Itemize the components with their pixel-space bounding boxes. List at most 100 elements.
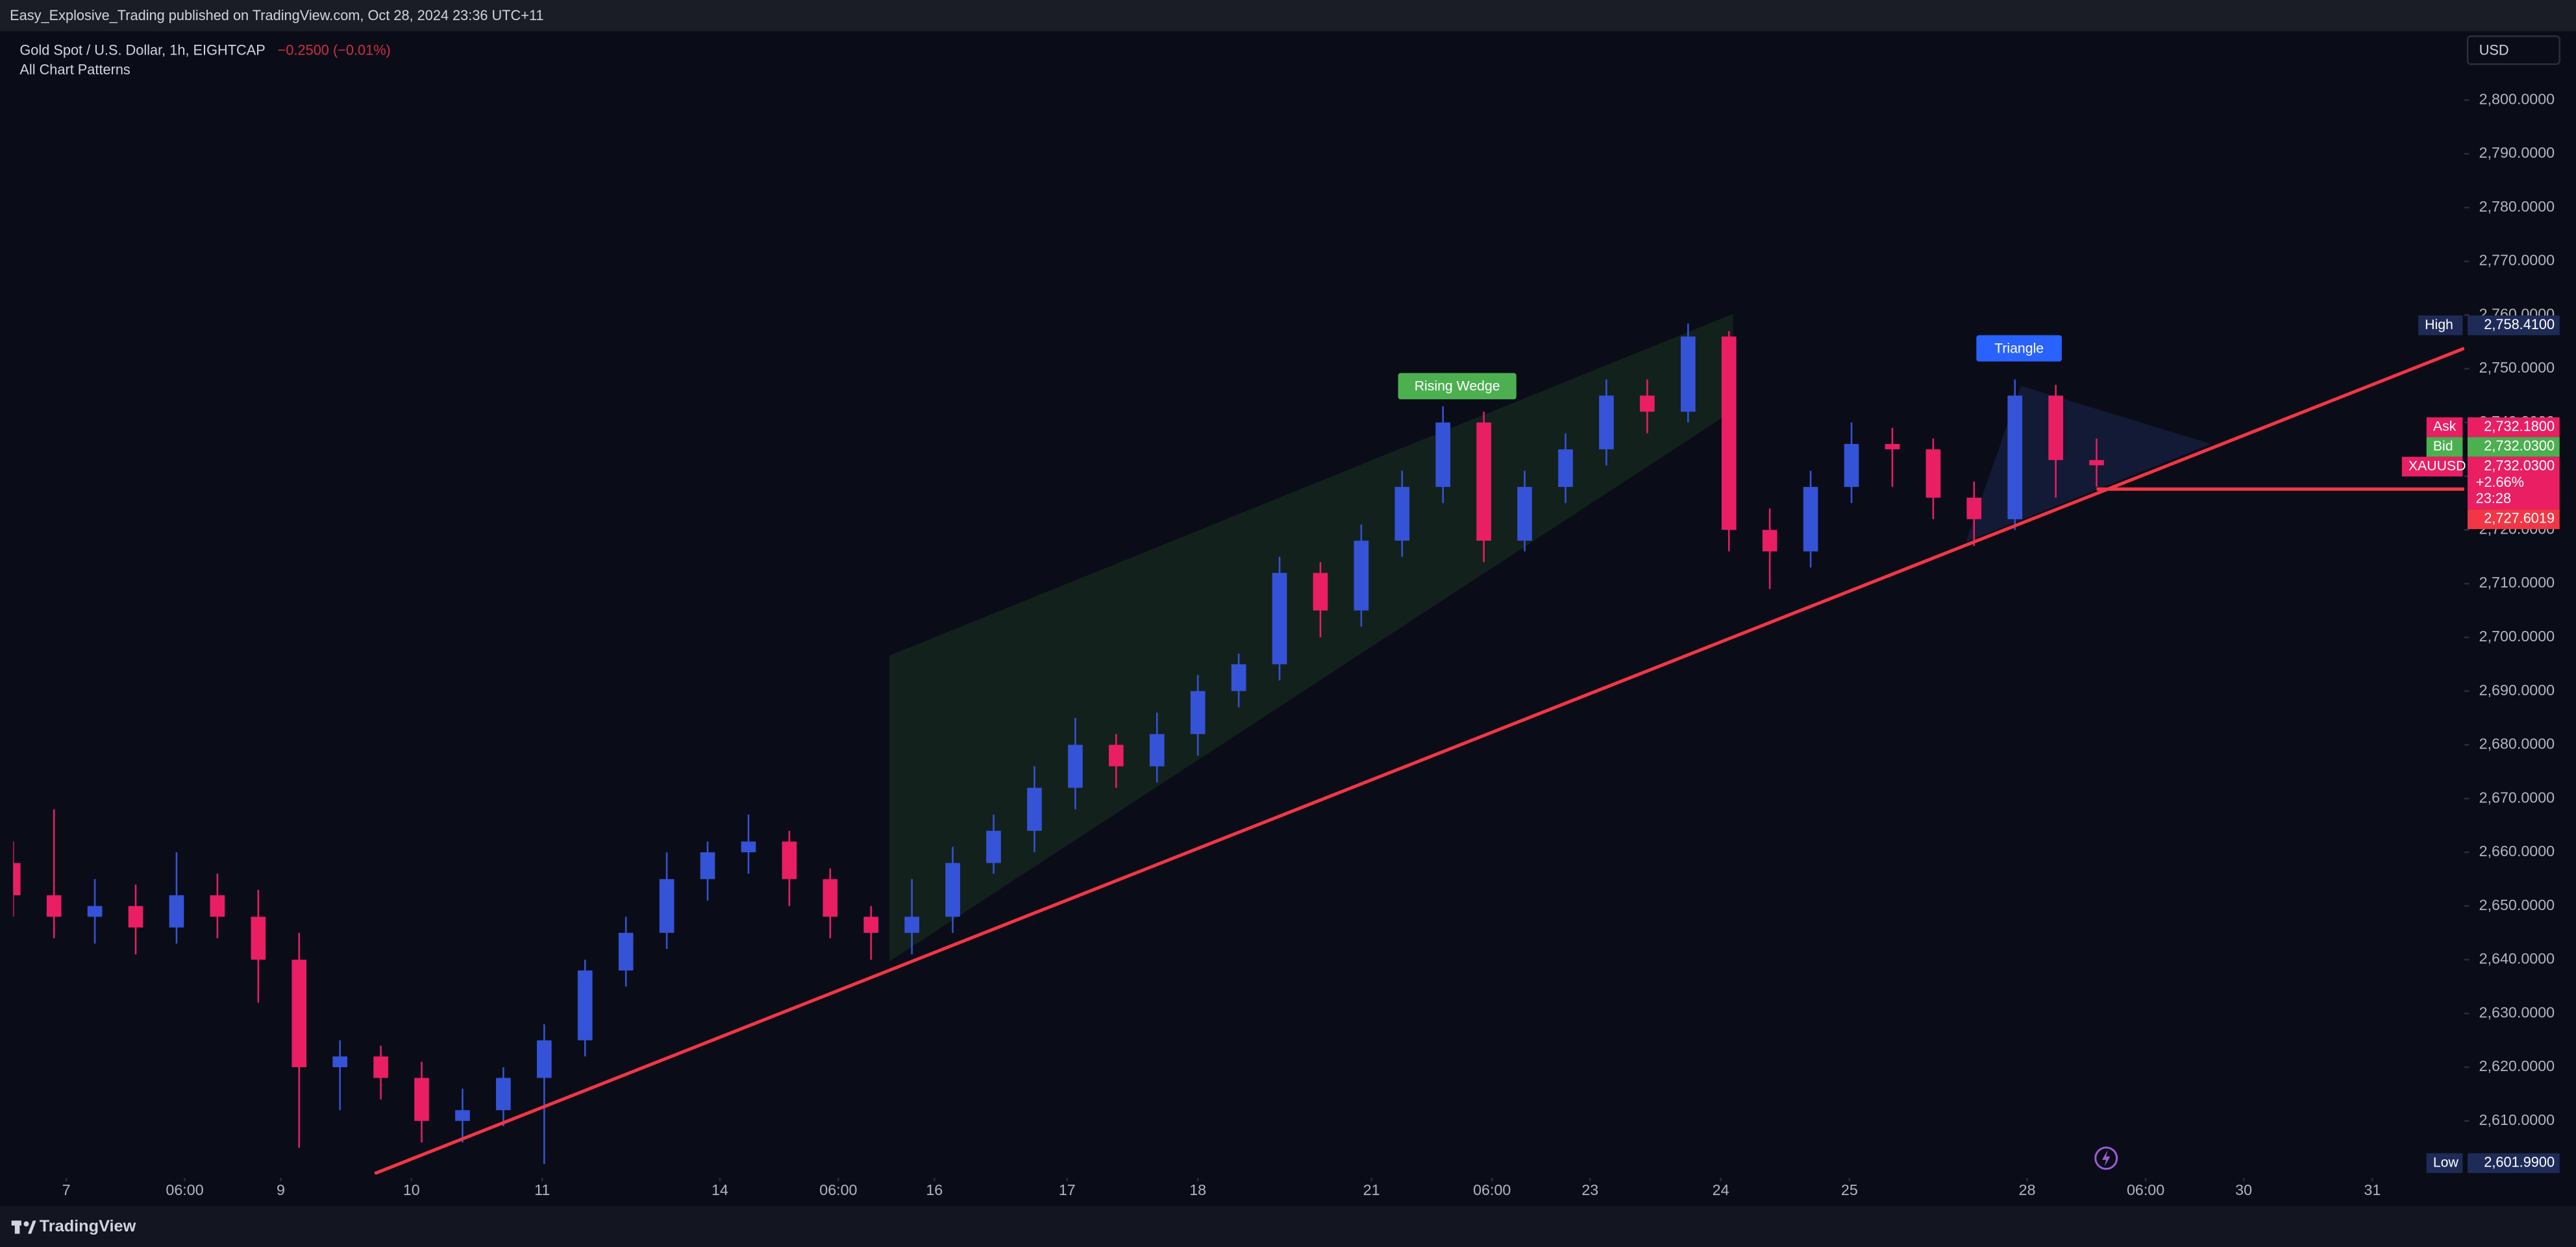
indicator: All Chart Patterns xyxy=(19,62,130,78)
candle xyxy=(2048,384,2063,498)
candle-body xyxy=(1885,443,1900,450)
y-tick-label: 2,800.0000 xyxy=(2479,90,2555,107)
y-tick-label: 2,680.0000 xyxy=(2479,735,2555,752)
y-tick-label: 2,640.0000 xyxy=(2479,950,2555,967)
alert-icon[interactable] xyxy=(2094,1146,2118,1170)
price-label-line: 23:28 xyxy=(2476,490,2511,506)
candle xyxy=(986,814,1001,874)
price-label: 2,727.6019 xyxy=(2484,510,2555,526)
candle-body xyxy=(741,841,756,852)
x-tick-label: 06:00 xyxy=(2127,1181,2164,1198)
candle-body xyxy=(1640,395,1655,412)
candle-body xyxy=(1803,487,1818,552)
candle-body xyxy=(659,879,675,933)
change: −0.2500 (−0.01%) xyxy=(278,42,391,58)
candle xyxy=(251,889,266,1003)
candle-body xyxy=(1680,336,1696,412)
candle xyxy=(823,868,838,939)
candle-body xyxy=(1394,487,1410,541)
x-tick-label: 14 xyxy=(712,1181,728,1198)
y-tick-label: 2,790.0000 xyxy=(2479,144,2555,161)
candle-body xyxy=(128,906,143,928)
symbol: Gold Spot / U.S. Dollar, 1h, EIGHTCAP xyxy=(19,42,265,58)
candle-body xyxy=(1108,745,1124,767)
brand-logo xyxy=(11,1220,36,1234)
candle xyxy=(210,874,225,939)
y-tick-label: 2,780.0000 xyxy=(2479,198,2555,215)
price-label-box xyxy=(2467,437,2560,457)
y-tick-label: 2,650.0000 xyxy=(2479,896,2555,913)
y-tick-label: 2,620.0000 xyxy=(2479,1057,2555,1074)
candle-body xyxy=(1476,422,1491,541)
candle-body xyxy=(1313,573,1328,611)
brand: TradingView xyxy=(40,1217,136,1235)
currency-box[interactable] xyxy=(2466,35,2560,66)
candle xyxy=(1517,471,1532,552)
y-tick-label: 2,690.0000 xyxy=(2479,682,2555,698)
x-tick-label: 11 xyxy=(534,1181,550,1198)
price-label: 2,601.9900 xyxy=(2484,1154,2555,1170)
candle-body xyxy=(332,1056,347,1067)
candle-body xyxy=(1517,487,1532,541)
candle-body xyxy=(496,1078,511,1111)
price-label-line: +2.66% xyxy=(2476,474,2524,490)
candle-body xyxy=(1844,443,1859,488)
currency[interactable]: USD xyxy=(2479,42,2509,58)
price-tag: Ask xyxy=(2433,419,2457,434)
x-tick-label: 16 xyxy=(926,1181,943,1198)
candle-body xyxy=(823,879,838,917)
candle-body xyxy=(904,917,919,933)
price-tag: High xyxy=(2425,317,2453,332)
candle xyxy=(1231,653,1246,708)
candle-body xyxy=(1272,573,1287,665)
candle-body xyxy=(1354,540,1369,611)
candle xyxy=(291,933,307,1148)
candle-body xyxy=(1027,787,1042,831)
candle xyxy=(863,906,879,960)
candle xyxy=(373,1045,388,1100)
candle xyxy=(1149,712,1165,783)
y-tick-label: 2,750.0000 xyxy=(2479,359,2555,376)
candle xyxy=(1272,556,1287,681)
candle-body xyxy=(414,1078,429,1121)
price-label: 2,732.0300 xyxy=(2484,458,2555,474)
candle xyxy=(1803,471,1818,568)
pattern-label: Triangle xyxy=(1994,340,2044,356)
price-tag-box xyxy=(2426,417,2463,438)
price-tag: Bid xyxy=(2433,438,2453,454)
bottom-bar xyxy=(0,1205,2576,1247)
price-tag-box xyxy=(2426,1153,2463,1173)
x-tick-label: 28 xyxy=(2019,1181,2036,1198)
x-tick-label: 17 xyxy=(1059,1181,1076,1198)
candle xyxy=(496,1067,511,1127)
candle-body xyxy=(782,841,797,880)
x-tick-label: 06:00 xyxy=(819,1181,857,1198)
candle xyxy=(1640,379,1655,434)
candle xyxy=(1721,331,1737,552)
x-tick-label: 10 xyxy=(403,1181,420,1198)
candle-body xyxy=(373,1056,388,1078)
candle xyxy=(659,852,675,949)
candle xyxy=(782,830,797,906)
candle xyxy=(2089,438,2104,488)
candle-body xyxy=(700,852,715,880)
candle xyxy=(1680,323,1696,423)
candle xyxy=(169,852,184,944)
candle xyxy=(1027,766,1042,852)
candle xyxy=(1068,718,1083,809)
candle-body xyxy=(1190,691,1206,734)
candle-body xyxy=(1149,734,1165,767)
candle xyxy=(46,809,62,939)
pattern-label: Rising Wedge xyxy=(1415,378,1500,394)
x-tick-label: 23 xyxy=(1581,1181,1598,1198)
candle-body xyxy=(986,830,1001,863)
candle xyxy=(904,879,919,955)
price-label: 2,732.1800 xyxy=(2484,418,2555,434)
candle-body xyxy=(618,933,634,971)
y-tick-label: 2,770.0000 xyxy=(2479,252,2555,269)
candle xyxy=(87,879,103,944)
pattern-label-box xyxy=(1398,373,1517,400)
x-tick-label: 7 xyxy=(62,1181,71,1198)
candle xyxy=(1190,674,1206,756)
